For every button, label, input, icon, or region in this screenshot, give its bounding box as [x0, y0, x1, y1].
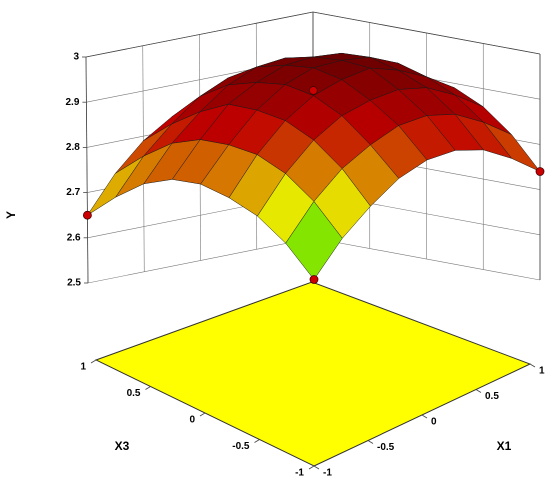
x1-tick-label: -1 — [323, 468, 332, 479]
surface-cell — [285, 200, 343, 280]
x3-tick-label: 0.5 — [127, 388, 141, 399]
x1-tick-mark — [367, 440, 374, 444]
x3-tick-mark — [254, 439, 260, 443]
x1-axis-title: X1 — [497, 439, 512, 453]
x1-tick-mark — [475, 389, 482, 393]
x1-tick-mark — [421, 414, 428, 419]
floor — [94, 281, 532, 467]
y-tick-label: 2.9 — [65, 97, 79, 108]
x3-axis-title: X3 — [115, 439, 130, 453]
x3-tick-label: 1 — [80, 362, 86, 373]
x3-tick-label: -0.5 — [232, 441, 250, 452]
wall-grid-line — [312, 237, 541, 281]
y-tick-label: 2.6 — [67, 232, 81, 243]
x1-tick-label: 0.5 — [485, 391, 499, 402]
design-point — [309, 275, 319, 284]
x1-tick-label: -0.5 — [377, 442, 395, 453]
wall-grid-line — [87, 237, 314, 284]
x1-tick-mark — [313, 465, 320, 470]
x3-tick-label: -1 — [295, 468, 304, 479]
y-tick-label: 2.5 — [67, 278, 81, 289]
x3-tick-mark — [308, 465, 315, 470]
x3-tick-label: 0 — [189, 415, 195, 426]
box-edge — [85, 11, 314, 58]
box-edge — [312, 11, 541, 55]
x3-tick-mark — [145, 386, 151, 390]
box-edge — [85, 56, 89, 284]
x1-tick-mark — [529, 363, 536, 368]
design-point — [308, 86, 318, 95]
x3-tick-mark — [90, 359, 97, 364]
y-axis-title: Y — [4, 211, 18, 219]
x3-tick-mark — [199, 412, 206, 417]
y-tick-label: 2.7 — [66, 187, 80, 198]
y-tick-label: 3 — [73, 52, 79, 63]
y-tick-label: 2.8 — [66, 142, 80, 153]
design-point — [535, 167, 545, 176]
design-point — [83, 210, 92, 220]
x1-tick-label: 0 — [431, 417, 437, 428]
x1-tick-label: 1 — [539, 366, 545, 377]
